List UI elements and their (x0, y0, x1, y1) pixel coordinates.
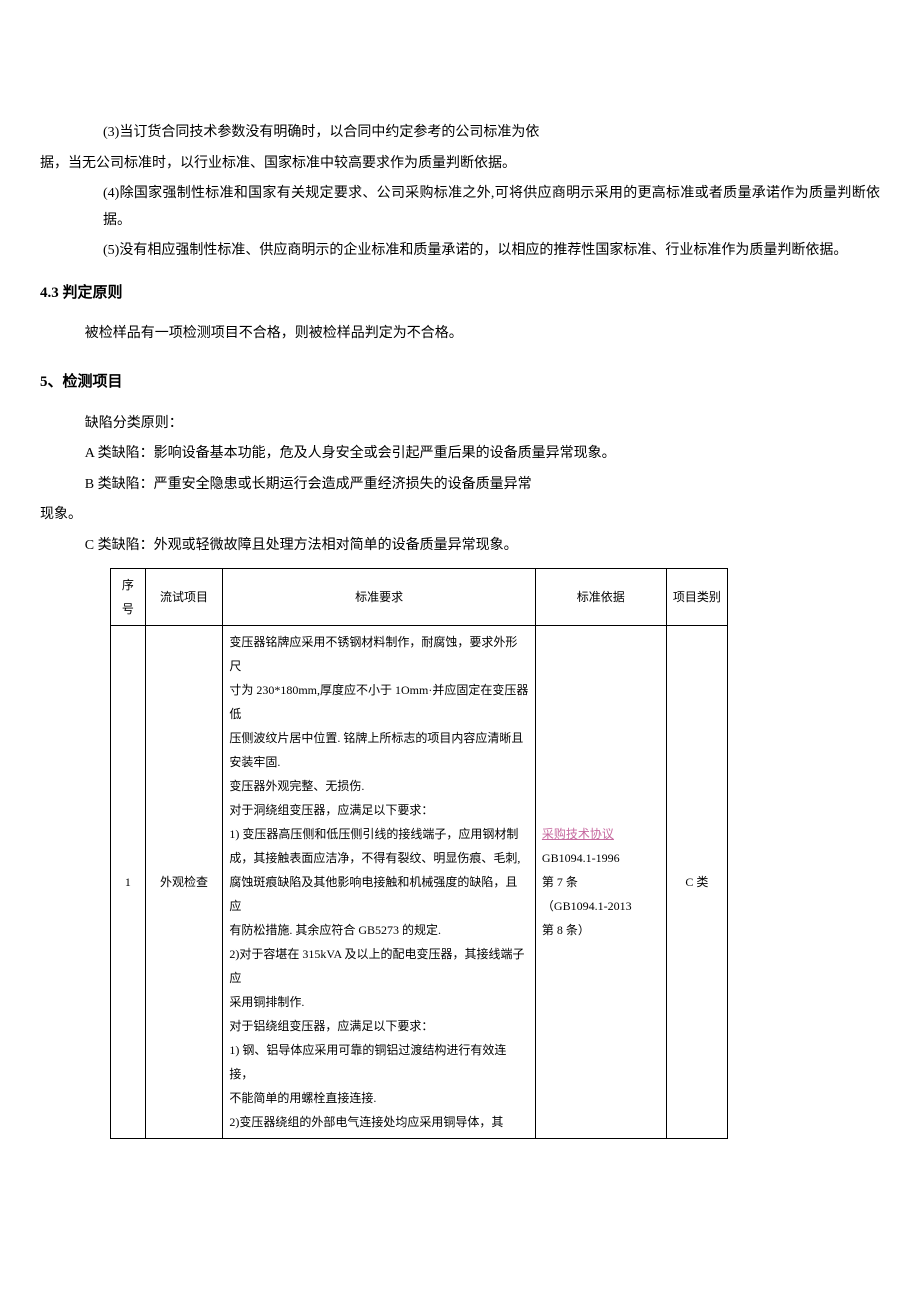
para-5: (5)没有相应强制性标准、供应商明示的企业标准和质量承诺的，以相应的推荐性国家标… (103, 238, 880, 265)
basis-line: 第 7 条 (542, 870, 660, 894)
req-line: 变压器铭牌应采用不锈钢材料制作，耐腐蚀，要求外形尺 (229, 630, 529, 678)
cell-seq: 1 (111, 625, 146, 1138)
req-line: 1) 钢、铝导体应采用可靠的铜铝过渡结构进行有效连接， (229, 1038, 529, 1086)
col-header-req: 标准要求 (223, 568, 536, 625)
heading-4-3: 4.3 判定原则 (40, 279, 880, 308)
para-judge: 被检样品有一项检测项目不合格，则被检样品判定为不合格。 (85, 321, 880, 348)
col-header-basis: 标准依据 (535, 568, 666, 625)
para-defect-c: C 类缺陷：外观或轻微故障且处理方法相对简单的设备质量异常现象。 (85, 533, 880, 560)
para-3: (3)当订货合同技术参数没有明确时，以合同中约定参考的公司标准为依 (103, 120, 880, 147)
spec-table: 序号 流试项目 标准要求 标准依据 项目类别 1 外观检查 变压器铭牌应采用不锈… (110, 568, 728, 1139)
para-3-cont: 据，当无公司标准时，以行业标准、国家标准中较高要求作为质量判断依据。 (40, 151, 880, 178)
table-header-row: 序号 流试项目 标准要求 标准依据 项目类别 (111, 568, 728, 625)
basis-line: （GB1094.1-2013 (542, 894, 660, 918)
req-line: 采用铜排制作. (229, 990, 529, 1014)
col-header-seq: 序号 (111, 568, 146, 625)
para-defect-b: B 类缺陷：严重安全隐患或长期运行会造成严重经济损失的设备质量异常 (85, 472, 880, 499)
col-header-item: 流试项目 (145, 568, 223, 625)
req-line: 成，其接触表面应洁净，不得有裂纹、明显伤痕、毛刺, (229, 846, 529, 870)
table-row: 1 外观检查 变压器铭牌应采用不锈钢材料制作，耐腐蚀，要求外形尺 寸为 230*… (111, 625, 728, 1138)
req-line: 压侧波纹片居中位置. 铭牌上所标志的项目内容应清晰且 (229, 726, 529, 750)
req-line: 1) 变压器高压侧和低压侧引线的接线端子，应用钢材制 (229, 822, 529, 846)
cell-req: 变压器铭牌应采用不锈钢材料制作，耐腐蚀，要求外形尺 寸为 230*180mm,厚… (223, 625, 536, 1138)
req-line: 不能简单的用螺栓直接连接. (229, 1086, 529, 1110)
cell-basis: 采购技术协议 GB1094.1-1996 第 7 条 （GB1094.1-201… (535, 625, 666, 1138)
req-line: 安装牢固. (229, 750, 529, 774)
cell-item: 外观检查 (145, 625, 223, 1138)
req-line: 腐蚀斑痕缺陷及其他影响电接触和机械强度的缺陷，且应 (229, 870, 529, 918)
para-defect-a: A 类缺陷：影响设备基本功能，危及人身安全或会引起严重后果的设备质量异常现象。 (85, 441, 880, 468)
heading-5: 5、检测项目 (40, 368, 880, 397)
para-4: (4)除国家强制性标准和国家有关规定要求、公司采购标准之外,可将供应商明示采用的… (103, 181, 880, 234)
req-line: 2)变压器绕组的外部电气连接处均应采用铜导体，其 (229, 1110, 529, 1134)
req-line: 2)对于容堪在 315kVA 及以上的配电变压器，其接线端子应 (229, 942, 529, 990)
req-line: 对于铝绕组变压器，应满足以下要求： (229, 1014, 529, 1038)
req-line: 对于洞绕组变压器，应满足以下要求： (229, 798, 529, 822)
basis-line: GB1094.1-1996 (542, 846, 660, 870)
basis-line: 第 8 条） (542, 918, 660, 942)
col-header-cat: 项目类别 (666, 568, 727, 625)
para-defect-principle: 缺陷分类原则： (85, 411, 880, 438)
req-line: 变压器外观完整、无损伤. (229, 774, 529, 798)
req-line: 寸为 230*180mm,厚度应不小于 1Omm·并应固定在变压器低 (229, 678, 529, 726)
req-line: 有防松措施. 其余应符合 GB5273 的规定. (229, 918, 529, 942)
purchase-tech-agreement-link[interactable]: 采购技术协议 (542, 827, 614, 841)
cell-cat: C 类 (666, 625, 727, 1138)
para-defect-b-cont: 现象。 (40, 502, 880, 529)
